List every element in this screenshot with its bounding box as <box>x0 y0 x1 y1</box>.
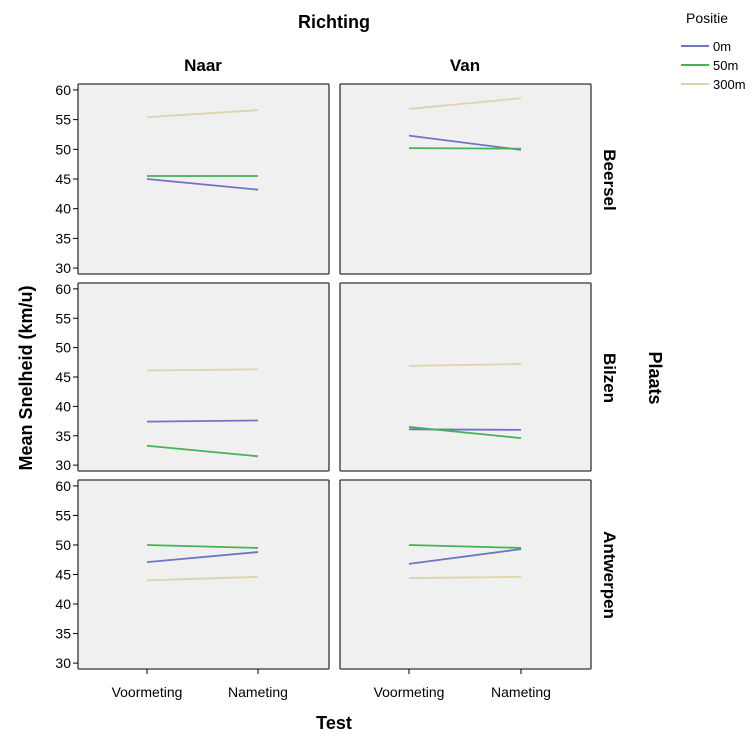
x-tick-nameting-van: Nameting <box>491 684 551 700</box>
row-facet-title: Plaats <box>645 351 665 404</box>
legend: 0m 50m 300m <box>681 39 746 92</box>
series-line-300m-van-beersel <box>408 97 522 110</box>
y-tick-label: 35 <box>55 626 71 642</box>
y-tick-label: 60 <box>55 281 71 297</box>
series-line-300m-naar-bilzen <box>146 368 259 372</box>
y-tick-label: 45 <box>55 369 71 385</box>
series-line-50m-naar-bilzen <box>146 444 259 458</box>
column-facet-label-van: Van <box>450 56 480 75</box>
series-line-0m-naar-antwerpen <box>146 551 259 563</box>
y-tick-label: 55 <box>55 507 71 523</box>
x-tick-voormeting-van: Voormeting <box>374 684 445 700</box>
x-axis-title: Test <box>316 713 352 733</box>
row-facet-label-bilzen: Bilzen <box>600 353 619 403</box>
y-tick-label: 55 <box>55 112 71 128</box>
series-line-300m-van-bilzen <box>408 363 522 367</box>
series-line-0m-van-antwerpen <box>408 548 522 565</box>
series-line-50m-van-antwerpen <box>408 544 522 549</box>
legend-title: Positie <box>686 10 728 26</box>
y-tick-label: 30 <box>55 457 71 473</box>
panel-naar-bilzen-background <box>77 282 330 472</box>
series-line-0m-naar-beersel <box>146 178 259 191</box>
panel-van-antwerpen-background <box>339 479 592 670</box>
row-facet-label-antwerpen: Antwerpen <box>600 531 619 619</box>
legend-label-0m: 0m <box>713 39 731 54</box>
y-tick-label: 35 <box>55 428 71 444</box>
y-tick-label: 40 <box>55 398 71 414</box>
y-tick-label: 45 <box>55 567 71 583</box>
series-line-50m-van-beersel <box>408 147 522 150</box>
x-tick-voormeting-naar: Voormeting <box>112 684 183 700</box>
series-line-0m-van-beersel <box>408 134 522 151</box>
y-tick-label: 40 <box>55 596 71 612</box>
panel-van-beersel-background <box>339 83 592 275</box>
y-axis-title: Mean Snelheid (km/u) <box>16 285 36 470</box>
y-tick-label: 50 <box>55 340 71 356</box>
legend-label-50m: 50m <box>713 58 738 73</box>
y-tick-label: 30 <box>55 655 71 671</box>
y-tick-label: 60 <box>55 478 71 494</box>
series-line-0m-naar-bilzen <box>146 419 259 423</box>
x-tick-nameting-naar: Nameting <box>228 684 288 700</box>
row-facet-label-beersel: Beersel <box>600 149 619 210</box>
series-line-300m-naar-beersel <box>146 109 259 119</box>
y-tick-label: 50 <box>55 537 71 553</box>
panel-naar-beersel-background <box>77 83 330 275</box>
panel-naar-antwerpen-background <box>77 479 330 670</box>
series-line-50m-van-bilzen <box>408 426 522 439</box>
series-line-50m-naar-antwerpen <box>146 544 259 549</box>
y-tick-label: 30 <box>55 260 71 276</box>
series-line-300m-naar-antwerpen <box>146 575 259 582</box>
chart-panels: 30 35 40 45 50 55 60 30 35 40 45 50 55 60 30 35 40 45 50 55… <box>55 82 592 674</box>
y-tick-label: 60 <box>55 82 71 98</box>
y-tick-label: 45 <box>55 171 71 187</box>
legend-label-300m: 300m <box>713 77 746 92</box>
y-tick-label: 55 <box>55 310 71 326</box>
y-tick-label: 40 <box>55 201 71 217</box>
series-line-300m-van-antwerpen <box>408 575 522 579</box>
y-tick-label: 50 <box>55 141 71 157</box>
chart-title: Richting <box>298 12 370 32</box>
column-facet-label-naar: Naar <box>184 56 222 75</box>
panel-van-bilzen-background <box>339 282 592 472</box>
y-tick-label: 35 <box>55 230 71 246</box>
